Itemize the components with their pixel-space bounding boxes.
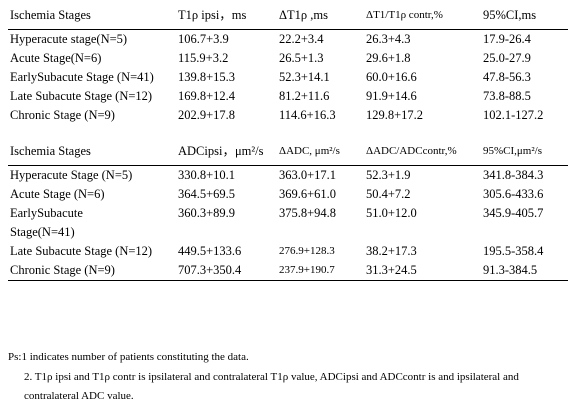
value-cell: 52.3+1.9 bbox=[366, 168, 411, 182]
header-cell: ΔT1/T1ρ contr,% bbox=[366, 9, 443, 21]
value-cell: 129.8+17.2 bbox=[366, 108, 424, 122]
value-cell: 26.3+4.3 bbox=[366, 32, 411, 46]
value-cell: 91.9+14.6 bbox=[366, 89, 417, 103]
footnote-1: Ps:1 indicates number of patients consti… bbox=[8, 351, 249, 363]
header-cell: 95%CI,μm²/s bbox=[483, 145, 543, 157]
value-cell: 106.7+3.9 bbox=[178, 32, 229, 46]
value-cell: 91.3-384.5 bbox=[483, 263, 538, 277]
table-row: Acute Stage (N=6) 364.5+69.5 369.6+61.0 … bbox=[8, 185, 568, 204]
value-cell: 330.8+10.1 bbox=[178, 168, 236, 182]
header-cell: ADCipsi，μm²/s bbox=[178, 144, 264, 158]
header-cell: ΔADC, μm²/s bbox=[279, 145, 340, 157]
value-cell: 26.5+1.3 bbox=[279, 51, 324, 65]
value-cell: 29.6+1.8 bbox=[366, 51, 411, 65]
header-cell: ΔT1ρ ,ms bbox=[279, 8, 328, 22]
value-cell: 345.9-405.7 bbox=[483, 206, 544, 220]
stage-cell: Acute Stage (N=6) bbox=[10, 187, 105, 201]
header-cell: ΔADC/ADCcontr,% bbox=[366, 145, 457, 157]
value-cell: 60.0+16.6 bbox=[366, 70, 417, 84]
value-cell: 38.2+17.3 bbox=[366, 244, 417, 258]
table-row: EarlySubacute Stage(N=41) 360.3+89.9 375… bbox=[8, 204, 568, 242]
value-cell: 449.5+133.6 bbox=[178, 244, 242, 258]
value-cell: 169.8+12.4 bbox=[178, 89, 236, 103]
value-cell: 305.6-433.6 bbox=[483, 187, 544, 201]
stage-cell: Late Subacute Stage (N=12) bbox=[10, 89, 153, 103]
header-cell: Ischemia Stages bbox=[10, 8, 91, 22]
stage-cell: Hyperacute Stage (N=5) bbox=[10, 168, 133, 182]
value-cell: 17.9-26.4 bbox=[483, 32, 531, 46]
stage-cell: Late Subacute Stage (N=12) bbox=[10, 244, 153, 258]
value-cell: 375.8+94.8 bbox=[279, 206, 337, 220]
t1rho-header-row: Ischemia Stages T1ρ ipsi，ms ΔT1ρ ,ms ΔT1… bbox=[8, 0, 568, 30]
table-row: Hyperacute Stage (N=5) 330.8+10.1 363.0+… bbox=[8, 166, 568, 186]
table-row: Acute Stage(N=6) 115.9+3.2 26.5+1.3 29.6… bbox=[8, 49, 568, 68]
value-cell: 102.1-127.2 bbox=[483, 108, 544, 122]
value-cell: 22.2+3.4 bbox=[279, 32, 324, 46]
table-row: Late Subacute Stage (N=12) 449.5+133.6 2… bbox=[8, 242, 568, 261]
table-row: Late Subacute Stage (N=12) 169.8+12.4 81… bbox=[8, 87, 568, 106]
value-cell: 31.3+24.5 bbox=[366, 263, 417, 277]
value-cell: 115.9+3.2 bbox=[178, 51, 229, 65]
adc-header-row: Ischemia Stages ADCipsi，μm²/s ΔADC, μm²/… bbox=[8, 136, 568, 166]
value-cell: 25.0-27.9 bbox=[483, 51, 531, 65]
value-cell: 341.8-384.3 bbox=[483, 168, 544, 182]
value-cell: 364.5+69.5 bbox=[178, 187, 236, 201]
stage-cell: Hyperacute stage(N=5) bbox=[10, 32, 128, 46]
stage-cell: Chronic Stage (N=9) bbox=[10, 263, 115, 277]
value-cell: 81.2+11.6 bbox=[279, 89, 330, 103]
stage-cell: EarlySubacute Stage (N=41) bbox=[10, 70, 154, 84]
stage-cell: Chronic Stage (N=9) bbox=[10, 108, 115, 122]
t1rho-table: Ischemia Stages T1ρ ipsi，ms ΔT1ρ ,ms ΔT1… bbox=[8, 0, 568, 125]
value-cell: 369.6+61.0 bbox=[279, 187, 337, 201]
value-cell: 276.9+128.3 bbox=[279, 245, 335, 257]
value-cell: 114.6+16.3 bbox=[279, 108, 336, 122]
value-cell: 50.4+7.2 bbox=[366, 187, 411, 201]
value-cell: 363.0+17.1 bbox=[279, 168, 337, 182]
value-cell: 139.8+15.3 bbox=[178, 70, 236, 84]
header-cell: T1ρ ipsi，ms bbox=[178, 8, 247, 22]
value-cell: 237.9+190.7 bbox=[279, 264, 335, 276]
header-cell: 95%CI,ms bbox=[483, 8, 537, 22]
value-cell: 51.0+12.0 bbox=[366, 206, 417, 220]
value-cell: 47.8-56.3 bbox=[483, 70, 531, 84]
value-cell: 202.9+17.8 bbox=[178, 108, 236, 122]
value-cell: 52.3+14.1 bbox=[279, 70, 330, 84]
table-row: Hyperacute stage(N=5) 106.7+3.9 22.2+3.4… bbox=[8, 30, 568, 50]
document: Ischemia Stages T1ρ ipsi，ms ΔT1ρ ,ms ΔT1… bbox=[8, 0, 568, 281]
footnote-2: 2. T1ρ ipsi and T1ρ contr is ipsilateral… bbox=[24, 371, 519, 402]
value-cell: 195.5-358.4 bbox=[483, 244, 544, 258]
table-row: Chronic Stage (N=9) 707.3+350.4 237.9+19… bbox=[8, 261, 568, 281]
header-cell: Ischemia Stages bbox=[10, 144, 91, 158]
stage-cell: Acute Stage(N=6) bbox=[10, 51, 102, 65]
stage-cell: EarlySubacute Stage(N=41) bbox=[10, 206, 83, 239]
adc-table: Ischemia Stages ADCipsi，μm²/s ΔADC, μm²/… bbox=[8, 136, 568, 281]
value-cell: 707.3+350.4 bbox=[178, 263, 242, 277]
value-cell: 73.8-88.5 bbox=[483, 89, 531, 103]
table-row: EarlySubacute Stage (N=41) 139.8+15.3 52… bbox=[8, 68, 568, 87]
value-cell: 360.3+89.9 bbox=[178, 206, 236, 220]
table-row: Chronic Stage (N=9) 202.9+17.8 114.6+16.… bbox=[8, 106, 568, 125]
